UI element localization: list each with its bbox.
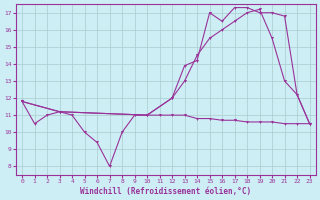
X-axis label: Windchill (Refroidissement éolien,°C): Windchill (Refroidissement éolien,°C) (80, 187, 252, 196)
